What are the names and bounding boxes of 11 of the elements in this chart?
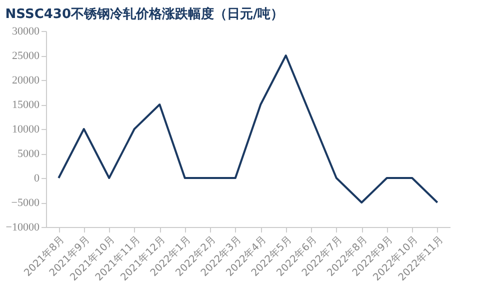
y-tick-label: 5000 <box>18 148 40 160</box>
y-tick-label: 15000 <box>12 99 40 111</box>
y-tick-label: 30000 <box>12 26 40 38</box>
y-tick-label: −10000 <box>6 222 40 234</box>
y-tick-label: −5000 <box>11 197 40 209</box>
y-tick-label: 0 <box>34 172 40 184</box>
line-series <box>58 54 438 204</box>
y-tick-label: 10000 <box>12 124 40 136</box>
chart-title: NSSC430不锈钢冷轧价格涨跌幅度（日元/吨） <box>5 6 284 22</box>
y-tick-label: 20000 <box>12 74 40 86</box>
y-tick-label: 25000 <box>12 50 40 62</box>
